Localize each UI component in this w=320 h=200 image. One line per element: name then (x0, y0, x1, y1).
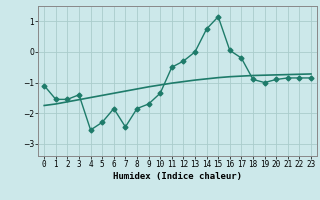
X-axis label: Humidex (Indice chaleur): Humidex (Indice chaleur) (113, 172, 242, 181)
